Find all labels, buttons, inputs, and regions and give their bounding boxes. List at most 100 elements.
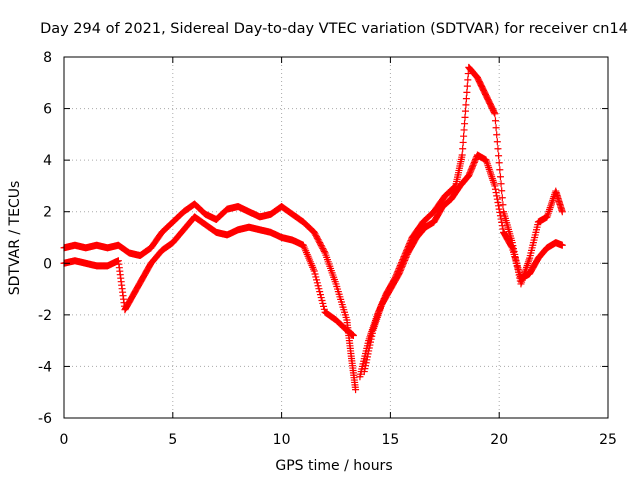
data-point (399, 261, 407, 269)
data-point (316, 291, 324, 299)
data-point (472, 155, 480, 163)
data-point (459, 138, 467, 146)
data-point (497, 180, 505, 188)
data-point (367, 335, 375, 343)
data-point (471, 157, 479, 165)
data-point (466, 169, 474, 177)
x-tick-label: 15 (381, 432, 399, 448)
x-tick-label: 0 (60, 432, 69, 448)
data-point (310, 267, 318, 275)
data-point (463, 88, 471, 96)
grid (64, 57, 608, 418)
y-tick-label: -6 (38, 411, 52, 427)
data-point (464, 76, 472, 84)
chart-title: Day 294 of 2021, Sidereal Day-to-day VTE… (40, 21, 628, 37)
y-tick-label: 0 (43, 256, 52, 272)
data-point (318, 296, 326, 304)
data-point (401, 255, 409, 263)
data-point (317, 294, 325, 302)
data-point (320, 305, 328, 313)
data-point (363, 353, 371, 361)
data-point (368, 332, 376, 340)
data-point (465, 172, 473, 180)
y-tick-label: 6 (43, 102, 52, 118)
data-point (508, 243, 516, 251)
data-point (315, 237, 323, 245)
y-tick-label: -2 (38, 308, 52, 324)
data-points (60, 63, 566, 394)
data-point (491, 185, 499, 193)
x-tick-label: 20 (490, 432, 508, 448)
data-point (498, 222, 506, 230)
data-point (469, 161, 477, 169)
data-point (362, 359, 370, 367)
data-point (310, 228, 318, 236)
data-point (494, 199, 502, 207)
data-point (315, 285, 323, 293)
data-point (494, 145, 502, 153)
data-point (496, 208, 504, 216)
data-point (499, 225, 507, 233)
data-point (467, 167, 475, 175)
data-point (365, 344, 373, 352)
plot-frame (63, 56, 609, 419)
y-tick-label: 2 (43, 205, 52, 221)
x-tick-label: 5 (168, 432, 177, 448)
data-point (470, 160, 478, 168)
data-point (491, 182, 499, 190)
data-point (367, 338, 375, 346)
data-point (461, 120, 469, 128)
data-point (459, 145, 467, 153)
data-point (493, 131, 501, 139)
y-tick-label: -4 (38, 359, 52, 375)
data-point (316, 239, 324, 247)
data-point (398, 262, 406, 270)
data-point (397, 265, 405, 273)
data-point (491, 117, 499, 125)
data-point (495, 202, 503, 210)
data-point (313, 276, 321, 284)
data-point (468, 163, 476, 171)
data-point (495, 205, 503, 213)
data-point (465, 170, 473, 178)
data-point (493, 138, 501, 146)
data-point (492, 189, 500, 197)
y-tick-label: 8 (43, 50, 52, 66)
data-point (368, 329, 376, 337)
data-point (462, 95, 470, 103)
y-axis-label: SDTVAR / TECUs (7, 181, 23, 296)
data-point (320, 302, 328, 310)
series-satellite-track-c (356, 63, 566, 381)
data-point (497, 215, 505, 223)
x-tick-label: 10 (273, 432, 291, 448)
data-point (320, 247, 328, 255)
data-point (349, 331, 357, 339)
data-point (461, 107, 469, 115)
series-satellite-track-d (360, 151, 566, 376)
x-tick-label: 25 (599, 432, 617, 448)
data-point (317, 242, 325, 250)
data-point (316, 240, 324, 248)
data-point (495, 152, 503, 160)
data-point (495, 159, 503, 167)
data-point (492, 124, 500, 132)
data-point (311, 230, 319, 238)
data-point (498, 218, 506, 226)
data-point (470, 158, 478, 166)
data-point (314, 282, 322, 290)
data-point (320, 246, 328, 254)
data-point (402, 253, 410, 261)
data-point (352, 386, 360, 394)
series-satellite-track-b (60, 213, 357, 339)
data-point (558, 208, 566, 216)
data-point (362, 362, 370, 370)
data-point (461, 113, 469, 121)
data-point (468, 164, 476, 172)
axis-ticks: 0 5 10 15 20 25 -6 -4 -2 0 2 4 6 8 (38, 50, 617, 448)
data-point (467, 166, 475, 174)
data-point (366, 341, 374, 349)
data-point (463, 82, 471, 90)
data-point (493, 192, 501, 200)
data-point (360, 368, 368, 376)
